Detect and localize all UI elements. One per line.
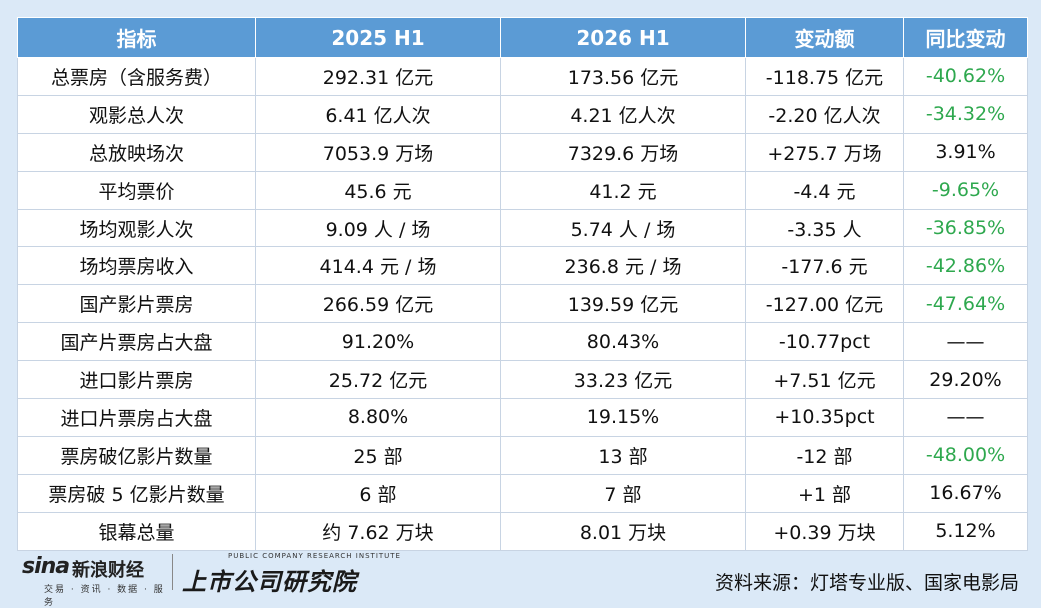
h1-2025-cell: 6 部 xyxy=(255,473,501,513)
change-amount-cell: +10.35pct xyxy=(745,398,904,437)
h1-2026-cell: 13 部 xyxy=(500,435,746,475)
h1-2026-cell: 139.59 亿元 xyxy=(500,284,746,324)
h1-2026-cell: 4.21 亿人次 xyxy=(500,94,746,134)
indicator-cell: 票房破 5 亿影片数量 xyxy=(17,473,256,513)
h1-2025-cell: 8.80% xyxy=(255,398,501,437)
indicator-cell: 观影总人次 xyxy=(17,94,256,134)
h1-2026-cell: 173.56 亿元 xyxy=(500,57,746,96)
institute-english-name: PUBLIC COMPANY RESEARCH INSTITUTE xyxy=(228,552,401,560)
indicator-cell: 进口影片票房 xyxy=(17,360,256,400)
change-amount-cell: +1 部 xyxy=(745,473,904,513)
h1-2026-cell: 41.2 元 xyxy=(500,170,746,210)
change-amount-cell: -3.35 人 xyxy=(745,208,904,248)
table-row: 国产片票房占大盘 91.20% 80.43% -10.77pct —— xyxy=(17,322,1028,362)
h1-2025-cell: 6.41 亿人次 xyxy=(255,94,501,134)
sina-tagline: 交易 · 资讯 · 数据 · 服务 xyxy=(44,585,165,608)
yoy-change-cell: -40.62% xyxy=(903,57,1028,96)
yoy-change-cell: 29.20% xyxy=(903,360,1028,400)
indicator-cell: 平均票价 xyxy=(17,170,256,210)
change-amount-cell: -127.00 亿元 xyxy=(745,284,904,324)
yoy-change-cell: -34.32% xyxy=(903,94,1028,134)
table-row: 总票房（含服务费） 292.31 亿元 173.56 亿元 -118.75 亿元 -40… xyxy=(17,57,1028,96)
data-source-note: 资料来源：灯塔专业版、国家电影局 xyxy=(714,572,1019,594)
table-row: 总放映场次 7053.9 万场 7329.6 万场 +275.7 万场 3.91% xyxy=(17,132,1028,172)
table-row: 观影总人次 6.41 亿人次 4.21 亿人次 -2.20 亿人次 -34.32% xyxy=(17,94,1028,134)
h1-2026-cell: 7329.6 万场 xyxy=(500,132,746,172)
header-cell-yoy-change: 同比变动 xyxy=(903,17,1028,58)
yoy-change-cell: -48.00% xyxy=(903,435,1028,475)
h1-2026-cell: 8.01 万块 xyxy=(500,511,746,551)
yoy-change-cell: -36.85% xyxy=(903,208,1028,248)
header-cell-2026h1: 2026 H1 xyxy=(500,17,746,58)
h1-2025-cell: 414.4 元 / 场 xyxy=(255,246,501,286)
indicator-cell: 国产影片票房 xyxy=(17,284,256,324)
indicator-cell: 场均票房收入 xyxy=(17,246,256,286)
h1-2025-cell: 25.72 亿元 xyxy=(255,360,501,400)
change-amount-cell: +7.51 亿元 xyxy=(745,360,904,400)
yoy-change-cell: 5.12% xyxy=(903,511,1028,551)
h1-2026-cell: 80.43% xyxy=(500,322,746,362)
yoy-change-cell: —— xyxy=(903,398,1028,437)
yoy-change-cell: 16.67% xyxy=(903,473,1028,513)
change-amount-cell: -12 部 xyxy=(745,435,904,475)
h1-2026-cell: 33.23 亿元 xyxy=(500,360,746,400)
table-row: 进口片票房占大盘 8.80% 19.15% +10.35pct —— xyxy=(17,398,1028,437)
h1-2026-cell: 19.15% xyxy=(500,398,746,437)
change-amount-cell: -4.4 元 xyxy=(745,170,904,210)
indicator-cell: 进口片票房占大盘 xyxy=(17,398,256,437)
change-amount-cell: -177.6 元 xyxy=(745,246,904,286)
header-cell-indicator: 指标 xyxy=(17,17,256,58)
change-amount-cell: -118.75 亿元 xyxy=(745,57,904,96)
h1-2026-cell: 236.8 元 / 场 xyxy=(500,246,746,286)
header-cell-2025h1: 2025 H1 xyxy=(255,17,501,58)
indicator-cell: 总票房（含服务费） xyxy=(17,57,256,96)
h1-2025-cell: 约 7.62 万块 xyxy=(255,511,501,551)
footer: sina 新浪财经 交易 · 资讯 · 数据 · 服务 PUBLIC COMPA… xyxy=(0,546,1041,608)
h1-2025-cell: 9.09 人 / 场 xyxy=(255,208,501,248)
header-cell-change-amount: 变动额 xyxy=(745,17,904,58)
table-header-row: 指标 2025 H1 2026 H1 变动额 同比变动 xyxy=(17,17,1028,58)
change-amount-cell: +0.39 万块 xyxy=(745,511,904,551)
h1-2026-cell: 5.74 人 / 场 xyxy=(500,208,746,248)
h1-2025-cell: 25 部 xyxy=(255,435,501,475)
h1-2025-cell: 266.59 亿元 xyxy=(255,284,501,324)
indicator-cell: 场均观影人次 xyxy=(17,208,256,248)
yoy-change-cell: -42.86% xyxy=(903,246,1028,286)
h1-2025-cell: 7053.9 万场 xyxy=(255,132,501,172)
indicator-cell: 银幕总量 xyxy=(17,511,256,551)
table-row: 场均票房收入 414.4 元 / 场 236.8 元 / 场 -177.6 元 -42.… xyxy=(17,246,1028,286)
table-body: 总票房（含服务费） 292.31 亿元 173.56 亿元 -118.75 亿元 -40… xyxy=(17,57,1028,551)
table-row: 票房破亿影片数量 25 部 13 部 -12 部 -48.00% xyxy=(17,435,1028,475)
sina-wordmark: sina xyxy=(22,554,70,579)
logo-divider xyxy=(172,554,173,590)
yoy-change-cell: -9.65% xyxy=(903,170,1028,210)
indicator-cell: 国产片票房占大盘 xyxy=(17,322,256,362)
yoy-change-cell: —— xyxy=(903,322,1028,362)
table-row: 场均观影人次 9.09 人 / 场 5.74 人 / 场 -3.35 人 -36.85% xyxy=(17,208,1028,248)
research-institute-logo: PUBLIC COMPANY RESEARCH INSTITUTE 上市公司研究… xyxy=(182,552,400,596)
yoy-change-cell: 3.91% xyxy=(903,132,1028,172)
h1-2025-cell: 292.31 亿元 xyxy=(255,57,501,96)
sina-finance-name: 新浪财经 xyxy=(72,560,144,581)
box-office-table: 指标 2025 H1 2026 H1 变动额 同比变动 总票房（含服务费） 292… xyxy=(17,17,1028,551)
indicator-cell: 总放映场次 xyxy=(17,132,256,172)
sina-finance-logo: sina 新浪财经 交易 · 资讯 · 数据 · 服务 xyxy=(22,554,172,608)
change-amount-cell: +275.7 万场 xyxy=(745,132,904,172)
yoy-change-cell: -47.64% xyxy=(903,284,1028,324)
table-row: 国产影片票房 266.59 亿元 139.59 亿元 -127.00 亿元 -47.64… xyxy=(17,284,1028,324)
box-office-table-container: 指标 2025 H1 2026 H1 变动额 同比变动 总票房（含服务费） 292… xyxy=(17,17,1028,551)
h1-2025-cell: 45.6 元 xyxy=(255,170,501,210)
institute-chinese-name: 上市公司研究院 xyxy=(182,568,357,596)
change-amount-cell: -2.20 亿人次 xyxy=(745,94,904,134)
change-amount-cell: -10.77pct xyxy=(745,322,904,362)
h1-2026-cell: 7 部 xyxy=(500,473,746,513)
table-row: 平均票价 45.6 元 41.2 元 -4.4 元 -9.65% xyxy=(17,170,1028,210)
indicator-cell: 票房破亿影片数量 xyxy=(17,435,256,475)
table-row: 进口影片票房 25.72 亿元 33.23 亿元 +7.51 亿元 29.20% xyxy=(17,360,1028,400)
table-row: 银幕总量约 7.62 万块 8.01 万块 +0.39 万块 5.12% xyxy=(17,511,1028,551)
h1-2025-cell: 91.20% xyxy=(255,322,501,362)
